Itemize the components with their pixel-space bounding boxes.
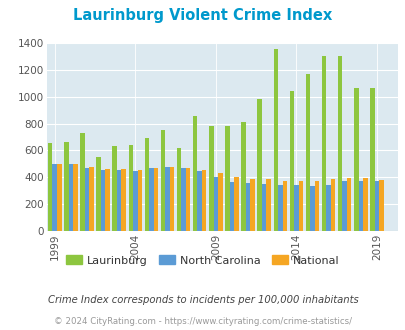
- Bar: [337, 56, 342, 231]
- Bar: [374, 181, 378, 231]
- Bar: [112, 146, 117, 231]
- Bar: [298, 181, 303, 231]
- Bar: [293, 185, 298, 231]
- Bar: [330, 179, 335, 231]
- Bar: [261, 184, 266, 231]
- Bar: [362, 178, 367, 231]
- Bar: [89, 167, 94, 231]
- Bar: [68, 164, 73, 231]
- Bar: [197, 171, 202, 231]
- Bar: [257, 99, 261, 231]
- Bar: [229, 182, 234, 231]
- Text: © 2024 CityRating.com - https://www.cityrating.com/crime-statistics/: © 2024 CityRating.com - https://www.city…: [54, 317, 351, 326]
- Bar: [121, 169, 126, 231]
- Bar: [202, 170, 206, 231]
- Legend: Laurinburg, North Carolina, National: Laurinburg, North Carolina, National: [62, 251, 343, 270]
- Bar: [48, 143, 52, 231]
- Bar: [160, 130, 165, 231]
- Bar: [73, 164, 77, 231]
- Text: Laurinburg Violent Crime Index: Laurinburg Violent Crime Index: [73, 8, 332, 23]
- Bar: [96, 157, 100, 231]
- Bar: [217, 173, 222, 231]
- Bar: [282, 181, 286, 231]
- Bar: [137, 170, 142, 231]
- Bar: [57, 164, 62, 231]
- Bar: [225, 126, 229, 231]
- Bar: [369, 88, 374, 231]
- Bar: [117, 170, 121, 231]
- Bar: [52, 164, 57, 231]
- Bar: [169, 167, 174, 231]
- Bar: [314, 181, 318, 231]
- Bar: [266, 179, 270, 231]
- Bar: [177, 148, 181, 231]
- Bar: [353, 88, 358, 231]
- Bar: [321, 56, 326, 231]
- Bar: [358, 181, 362, 231]
- Bar: [241, 122, 245, 231]
- Bar: [165, 167, 169, 231]
- Bar: [80, 133, 85, 231]
- Bar: [100, 170, 105, 231]
- Bar: [133, 171, 137, 231]
- Bar: [105, 169, 110, 231]
- Bar: [273, 49, 277, 231]
- Bar: [192, 116, 197, 231]
- Bar: [326, 185, 330, 231]
- Bar: [64, 142, 68, 231]
- Bar: [289, 91, 293, 231]
- Bar: [213, 177, 217, 231]
- Bar: [153, 168, 158, 231]
- Bar: [149, 168, 153, 231]
- Bar: [85, 168, 89, 231]
- Bar: [234, 177, 238, 231]
- Bar: [250, 179, 254, 231]
- Bar: [245, 183, 250, 231]
- Bar: [346, 178, 351, 231]
- Bar: [128, 145, 133, 231]
- Bar: [309, 186, 314, 231]
- Bar: [342, 181, 346, 231]
- Bar: [181, 168, 185, 231]
- Bar: [305, 75, 309, 231]
- Text: Crime Index corresponds to incidents per 100,000 inhabitants: Crime Index corresponds to incidents per…: [47, 295, 358, 305]
- Bar: [185, 168, 190, 231]
- Bar: [378, 180, 383, 231]
- Bar: [144, 138, 149, 231]
- Bar: [209, 126, 213, 231]
- Bar: [277, 185, 282, 231]
